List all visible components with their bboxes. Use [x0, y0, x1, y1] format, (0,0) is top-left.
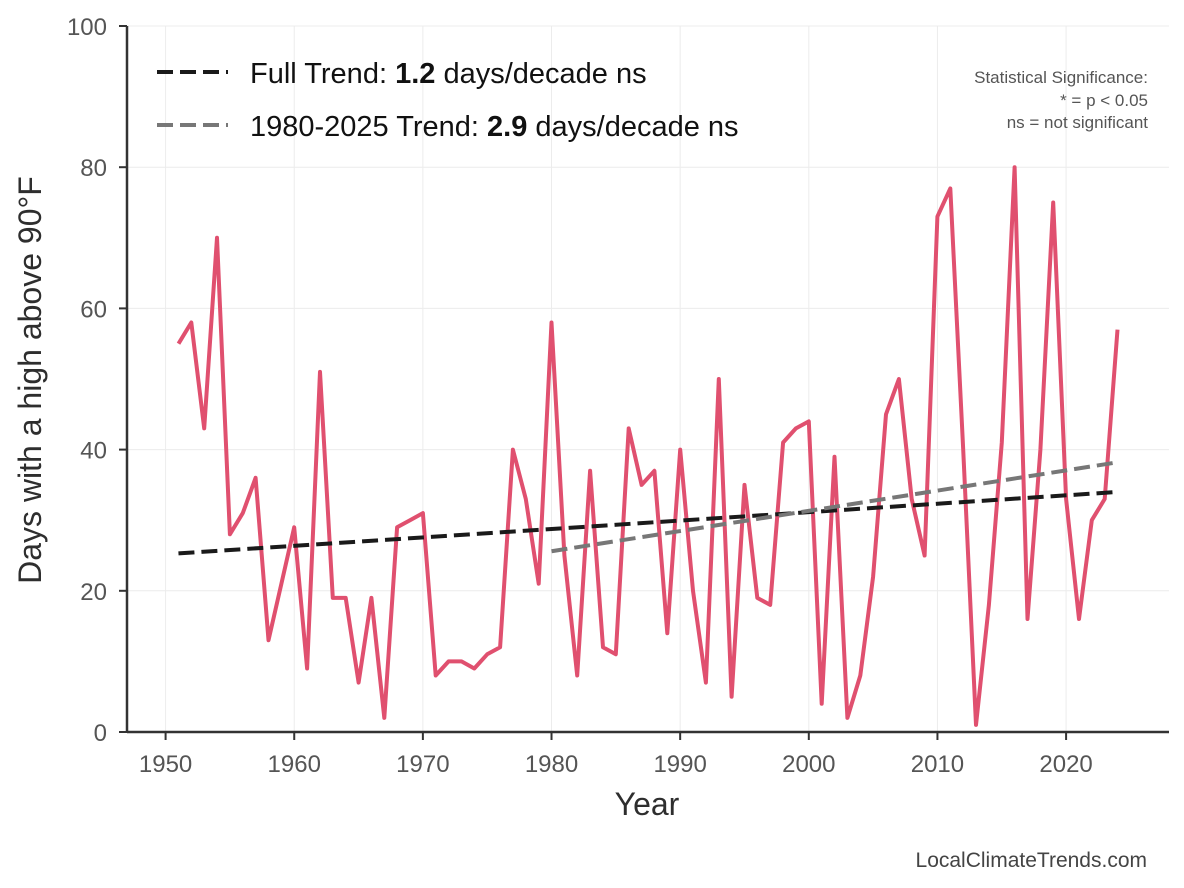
x-axis-title: Year — [615, 786, 680, 822]
x-tick-label: 2010 — [911, 751, 964, 778]
x-tick-label: 1950 — [139, 751, 192, 778]
y-tick-label: 0 — [94, 720, 107, 747]
x-axis-ticks: 1950 1960 1970 1980 1990 2000 2010 2020 — [139, 732, 1093, 778]
significance-note-title: Statistical Significance: — [974, 68, 1148, 87]
trend-lines — [178, 460, 1118, 556]
significance-note-star: * = p < 0.05 — [1060, 91, 1148, 110]
legend-label-recent-trend: 1980-2025 Trend: 2.9 days/decade ns — [250, 111, 739, 143]
watermark: LocalClimateTrends.com — [916, 849, 1147, 872]
x-tick-label: 2020 — [1039, 751, 1092, 778]
y-tick-label: 20 — [80, 579, 107, 606]
legend-entry-full-trend: Full Trend: 1.2 days/decade ns — [157, 58, 647, 90]
x-tick-label: 1960 — [268, 751, 321, 778]
y-axis-title: Days with a high above 90°F — [12, 176, 48, 584]
significance-note-ns: ns = not significant — [1007, 113, 1149, 132]
series-line-0 — [176, 165, 1120, 727]
y-axis-ticks: 0 20 40 60 80 100 — [67, 14, 127, 747]
legend: Full Trend: 1.2 days/decade ns 1980-2025… — [157, 58, 739, 143]
gridlines — [127, 25, 1169, 733]
y-tick-label: 40 — [80, 438, 107, 465]
legend-label-full-trend: Full Trend: 1.2 days/decade ns — [250, 58, 647, 90]
y-tick-label: 80 — [80, 155, 107, 182]
y-tick-label: 100 — [67, 14, 107, 41]
y-tick-label: 60 — [80, 296, 107, 323]
x-tick-label: 2000 — [782, 751, 835, 778]
legend-entry-recent-trend: 1980-2025 Trend: 2.9 days/decade ns — [157, 111, 739, 143]
recent-trend-line — [551, 460, 1118, 554]
data-series — [176, 165, 1120, 727]
significance-note: Statistical Significance: * = p < 0.05 n… — [974, 68, 1148, 132]
full-trend-line — [178, 489, 1118, 556]
x-tick-label: 1990 — [653, 751, 706, 778]
x-tick-label: 1970 — [396, 751, 449, 778]
x-tick-label: 1980 — [525, 751, 578, 778]
